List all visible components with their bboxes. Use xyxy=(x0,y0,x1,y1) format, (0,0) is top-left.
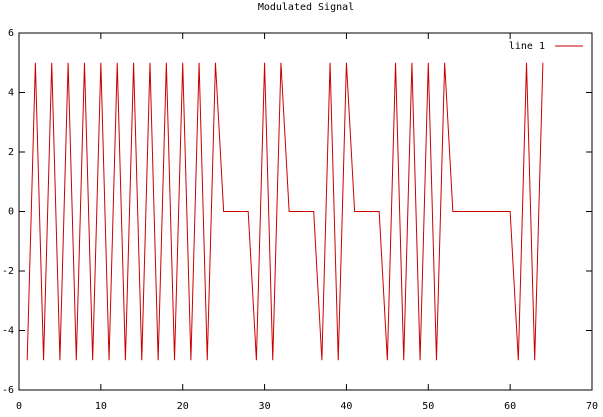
y-tick-label: -4 xyxy=(2,326,14,337)
y-tick-label: 4 xyxy=(8,88,14,99)
x-tick-label: 70 xyxy=(586,401,598,412)
x-tick-label: 60 xyxy=(504,401,516,412)
series-line xyxy=(26,62,544,361)
legend-label: line 1 xyxy=(509,41,545,52)
x-tick-label: 10 xyxy=(95,401,107,412)
y-tick-label: -2 xyxy=(2,266,14,277)
y-tick-label: 6 xyxy=(8,28,14,39)
y-tick-label: -6 xyxy=(2,385,14,396)
y-tick-label: 2 xyxy=(8,147,14,158)
x-tick-label: 20 xyxy=(177,401,189,412)
x-tick-label: 30 xyxy=(259,401,271,412)
x-tick-label: 50 xyxy=(422,401,434,412)
y-tick-label: 0 xyxy=(8,207,14,218)
x-tick-label: 0 xyxy=(16,401,22,412)
chart-title: Modulated Signal xyxy=(258,2,354,13)
x-tick-label: 40 xyxy=(340,401,352,412)
